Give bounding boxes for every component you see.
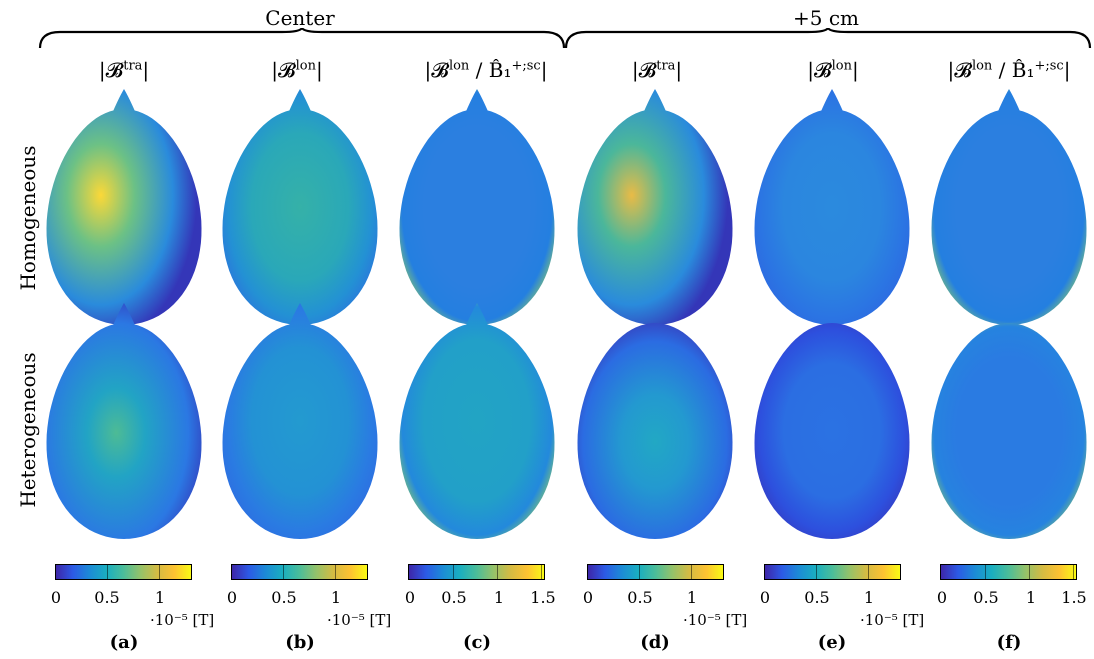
heatmap-panel-c-row2 [399,303,555,539]
colorbar-tick [985,565,986,579]
caption-d: (d) [640,632,670,653]
tick-e-1: 0.5 [804,588,830,607]
tick-f-1: 0.5 [973,588,999,607]
group-title-plus5cm: +5 cm [792,6,859,30]
tick-a-1: 0.5 [94,588,120,607]
column-header-d: |𝓑tra| [631,58,683,82]
colorbar-tick [867,565,869,579]
caption-c: (c) [463,632,491,653]
tick-a-0: 0 [50,588,62,607]
colorbar-tick [1073,565,1075,579]
colorbar-tick [816,565,818,579]
tick-f-2: 1 [1025,588,1037,607]
caption-f: (f) [996,632,1022,653]
colorbar-f [940,564,1077,580]
unit-b: ·10⁻⁵ [T] [327,611,392,629]
caption-a: (a) [109,632,139,653]
colorbar-tick [690,565,692,579]
tick-b-1: 0.5 [271,588,297,607]
colorbar-a [55,564,192,580]
tick-f-0: 0 [936,588,948,607]
caption-b: (b) [285,632,315,653]
heatmap-panel-e-row1 [754,89,910,325]
column-header-a: |𝓑tra| [98,58,150,82]
group-title-center: Center [265,6,335,30]
tick-c-0: 0 [404,588,416,607]
unit-d: ·10⁻⁵ [T] [683,611,748,629]
tick-c-3: 1.5 [530,588,556,607]
unit-e: ·10⁻⁵ [T] [860,611,925,629]
heatmap-panel-d-row1 [577,89,733,325]
heatmap-panel-f-row1 [931,89,1087,325]
tick-a-2: 1 [154,588,166,607]
colorbar-b [231,564,368,580]
tick-c-2: 1 [493,588,505,607]
heatmap-panel-b-row2 [222,303,378,539]
colorbar-e [764,564,901,580]
tick-c-1: 0.5 [441,588,467,607]
heatmap-panel-f-row2 [931,323,1087,539]
heatmap-panel-e-row2 [754,323,910,539]
heatmap-panel-b-row1 [222,89,378,325]
colorbar-tick [497,565,499,579]
tick-d-1: 0.5 [627,588,653,607]
heatmap-panel-d-row2 [577,323,733,539]
column-header-c: |𝓑lon / B̂₁+;sc| [424,58,548,82]
colorbar-tick [639,565,641,579]
tick-d-2: 1 [686,588,698,607]
colorbar-c [408,564,545,580]
brace-center [38,28,566,49]
tick-f-3: 1.5 [1061,588,1087,607]
column-header-b: |𝓑lon| [271,58,323,82]
colorbar-tick [541,565,543,579]
brace-plus5cm [564,28,1092,49]
tick-b-0: 0 [226,588,238,607]
colorbar-tick [1029,565,1031,579]
tick-d-0: 0 [582,588,594,607]
unit-a: ·10⁻⁵ [T] [150,611,215,629]
colorbar-d [587,564,724,580]
tick-b-2: 1 [330,588,342,607]
colorbar-tick [158,565,160,579]
colorbar-tick [107,565,109,579]
heatmap-panel-a-row2 [46,303,202,539]
colorbar-tick [283,565,285,579]
colorbar-tick [453,565,454,579]
caption-e: (e) [817,632,847,653]
tick-e-0: 0 [759,588,771,607]
heatmap-panel-c-row1 [399,89,555,325]
column-header-f: |𝓑lon / B̂₁+;sc| [947,58,1071,82]
tick-e-2: 1 [863,588,875,607]
colorbar-tick [334,565,336,579]
column-header-e: |𝓑lon| [807,58,859,82]
heatmap-panel-a-row1 [46,89,202,325]
heatmap-panels [46,89,1087,539]
